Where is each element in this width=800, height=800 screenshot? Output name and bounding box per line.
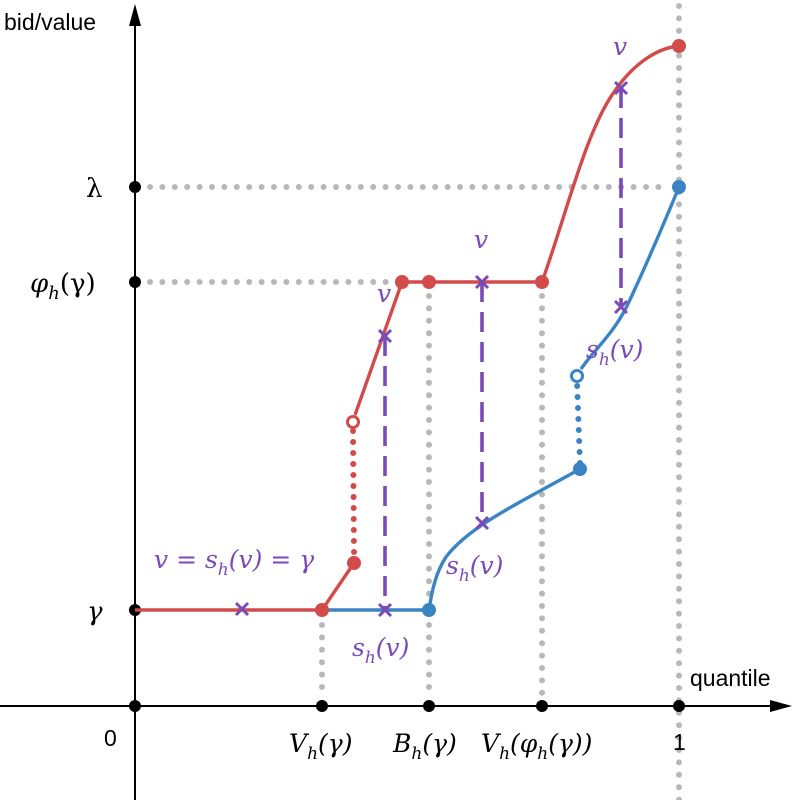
annotation-v2: v bbox=[474, 225, 488, 254]
red-point-phi-b bbox=[422, 275, 436, 289]
red-upper-curve bbox=[540, 44, 680, 283]
x-axis-label: quantile bbox=[690, 665, 771, 691]
xmark-gamma bbox=[234, 601, 250, 617]
axes bbox=[0, 4, 792, 800]
blue-point-end bbox=[672, 180, 686, 194]
red-jump-dots bbox=[350, 425, 357, 555]
annotation-v3: v bbox=[613, 32, 627, 61]
tick-dot-origin bbox=[129, 700, 141, 712]
x-marks bbox=[234, 80, 629, 618]
x-tick-vgamma: Vh(γ) bbox=[289, 729, 352, 764]
x-tick-vphi: Vh(φh(γ)) bbox=[481, 729, 592, 764]
red-value-curve bbox=[135, 39, 686, 617]
tick-dot-one bbox=[673, 700, 685, 712]
tick-dot-bgamma bbox=[423, 700, 435, 712]
blue-bid-curve bbox=[322, 180, 686, 617]
red-point-phi-end bbox=[535, 275, 549, 289]
red-point-vgamma bbox=[315, 603, 329, 617]
y-tick-gamma: γ bbox=[87, 597, 103, 627]
xmark-v1 bbox=[377, 328, 393, 344]
y-tick-phi: φh(γ) bbox=[30, 269, 96, 304]
annotation-v1: v bbox=[377, 279, 391, 308]
y-axis-label: bid/value bbox=[4, 9, 96, 35]
annotation-equation: v = sh(v) = γ bbox=[154, 545, 314, 580]
blue-concave-segment bbox=[427, 467, 581, 611]
red-open-point bbox=[346, 415, 360, 429]
xmark-s1 bbox=[377, 602, 393, 618]
red-rise-to-phi bbox=[353, 281, 404, 416]
annotation-s2: sh(v) bbox=[446, 551, 503, 586]
tick-dot-phi bbox=[129, 276, 141, 288]
annotation-s1: sh(v) bbox=[352, 633, 409, 668]
xmark-v3 bbox=[613, 80, 629, 96]
xmark-s2 bbox=[474, 515, 490, 531]
xmark-v2 bbox=[474, 274, 490, 290]
y-tick-zero: 0 bbox=[104, 725, 117, 751]
tick-dot-vphi bbox=[536, 700, 548, 712]
guide-lines bbox=[147, 3, 682, 800]
annotation-s3: sh(v) bbox=[586, 335, 643, 370]
blue-point-jump bbox=[573, 462, 587, 476]
xmark-s3 bbox=[613, 299, 629, 315]
red-point-jump bbox=[347, 556, 361, 570]
red-point-phi-start bbox=[395, 275, 409, 289]
red-rise-to-jump bbox=[320, 562, 356, 611]
y-axis-arrow bbox=[129, 4, 141, 26]
x-tick-bgamma: Bh(γ) bbox=[392, 729, 457, 764]
tick-dot-lambda bbox=[129, 181, 141, 193]
x-axis-arrow bbox=[770, 700, 792, 712]
x-tick-one: 1 bbox=[673, 729, 686, 755]
blue-open-point bbox=[570, 369, 584, 383]
red-point-end bbox=[672, 39, 686, 53]
blue-jump-dots bbox=[574, 379, 583, 466]
blue-point-bgamma bbox=[422, 603, 436, 617]
axis-tick-dots bbox=[129, 181, 685, 712]
y-tick-lambda: λ bbox=[86, 174, 102, 204]
tick-dot-vgamma bbox=[316, 700, 328, 712]
purple-connectors bbox=[383, 88, 623, 608]
blue-upper-segment bbox=[579, 186, 681, 370]
